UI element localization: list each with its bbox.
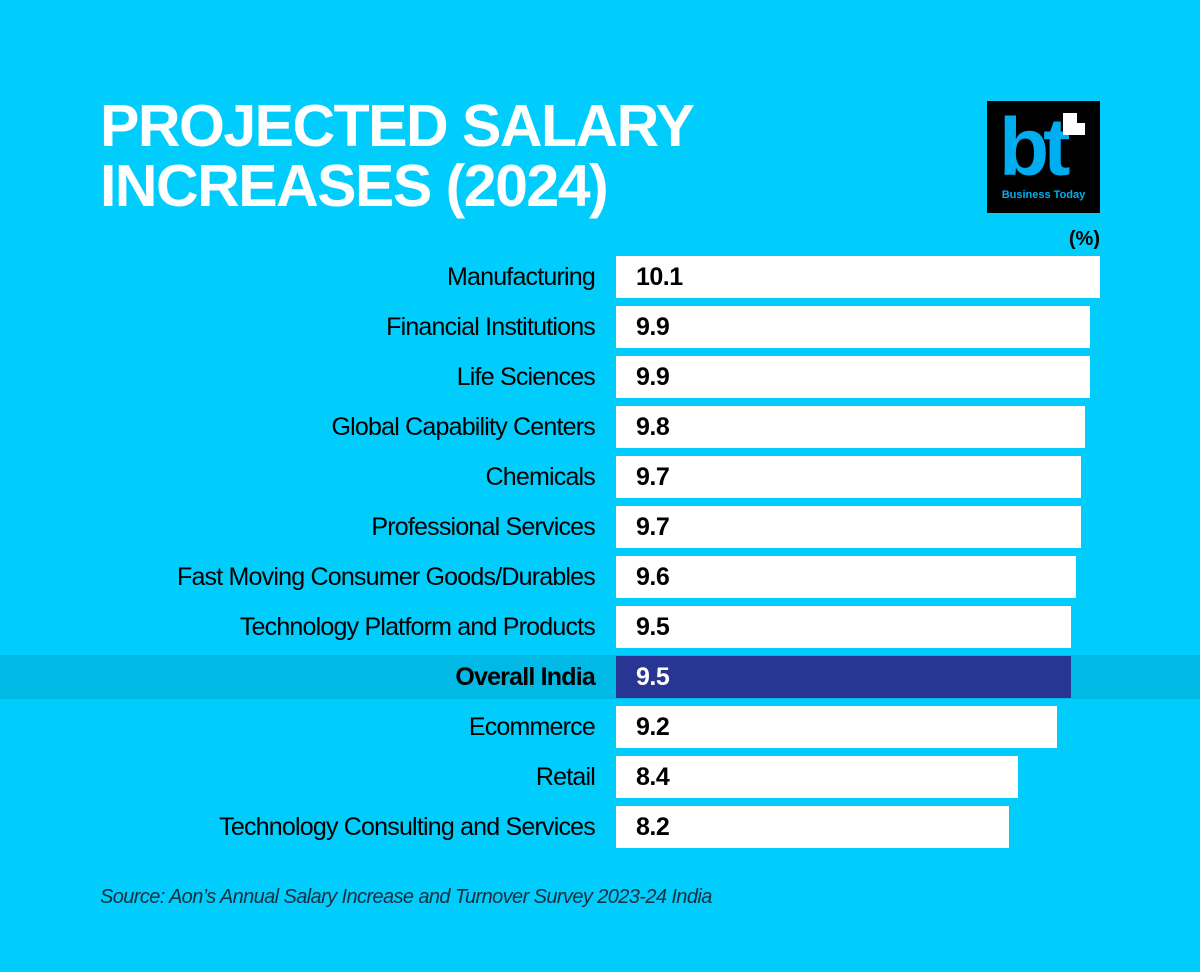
data-label: 9.9 bbox=[636, 363, 670, 391]
bar bbox=[616, 806, 1009, 848]
data-label: 9.5 bbox=[636, 663, 670, 691]
bar bbox=[616, 606, 1072, 648]
logo-mark: bt bbox=[999, 102, 1070, 193]
data-label: 10.1 bbox=[636, 263, 683, 291]
chart-title: PROJECTED SALARY INCREASES (2024) bbox=[100, 93, 695, 219]
bar bbox=[616, 406, 1086, 448]
category-label: Fast Moving Consumer Goods/Durables bbox=[176, 563, 596, 591]
bar bbox=[616, 756, 1019, 798]
category-label: Life Sciences bbox=[456, 363, 596, 391]
data-label: 9.2 bbox=[636, 713, 670, 741]
bar-highlight bbox=[616, 656, 1072, 698]
data-label: 9.5 bbox=[636, 613, 670, 641]
category-label: Financial Institutions bbox=[386, 313, 596, 341]
data-label: 9.8 bbox=[636, 413, 670, 441]
category-label: Retail bbox=[535, 763, 596, 791]
data-label: 8.4 bbox=[636, 763, 670, 791]
category-label: Technology Consulting and Services bbox=[219, 813, 596, 841]
data-label: 9.7 bbox=[636, 513, 670, 541]
logo-text: Business Today bbox=[1001, 189, 1086, 201]
bar bbox=[616, 556, 1076, 598]
data-label: 9.7 bbox=[636, 463, 670, 491]
category-label: Technology Platform and Products bbox=[239, 613, 596, 641]
category-label: Global Capability Centers bbox=[331, 413, 596, 441]
data-label: 9.9 bbox=[636, 313, 670, 341]
category-label: Chemicals bbox=[485, 463, 596, 491]
logo-accent-icon bbox=[1063, 113, 1077, 135]
category-label: Overall India bbox=[455, 663, 595, 691]
bar bbox=[616, 256, 1100, 298]
bar bbox=[616, 706, 1057, 748]
unit-label: (%) bbox=[1068, 228, 1100, 250]
logo-accent-icon-2 bbox=[1075, 123, 1085, 135]
bar bbox=[616, 456, 1081, 498]
title-line-1: PROJECTED SALARY bbox=[100, 93, 695, 159]
title-line-2: INCREASES (2024) bbox=[100, 153, 609, 219]
bar bbox=[616, 356, 1091, 398]
business-today-logo: bt Business Today bbox=[987, 101, 1100, 213]
category-label: Ecommerce bbox=[468, 713, 596, 741]
data-label: 9.6 bbox=[636, 563, 670, 591]
category-label: Manufacturing bbox=[446, 263, 596, 291]
bar bbox=[616, 306, 1091, 348]
source-note: Source: Aon’s Annual Salary Increase and… bbox=[100, 886, 712, 908]
category-label: Professional Services bbox=[371, 513, 595, 541]
data-label: 8.2 bbox=[636, 813, 670, 841]
bar bbox=[616, 506, 1081, 548]
